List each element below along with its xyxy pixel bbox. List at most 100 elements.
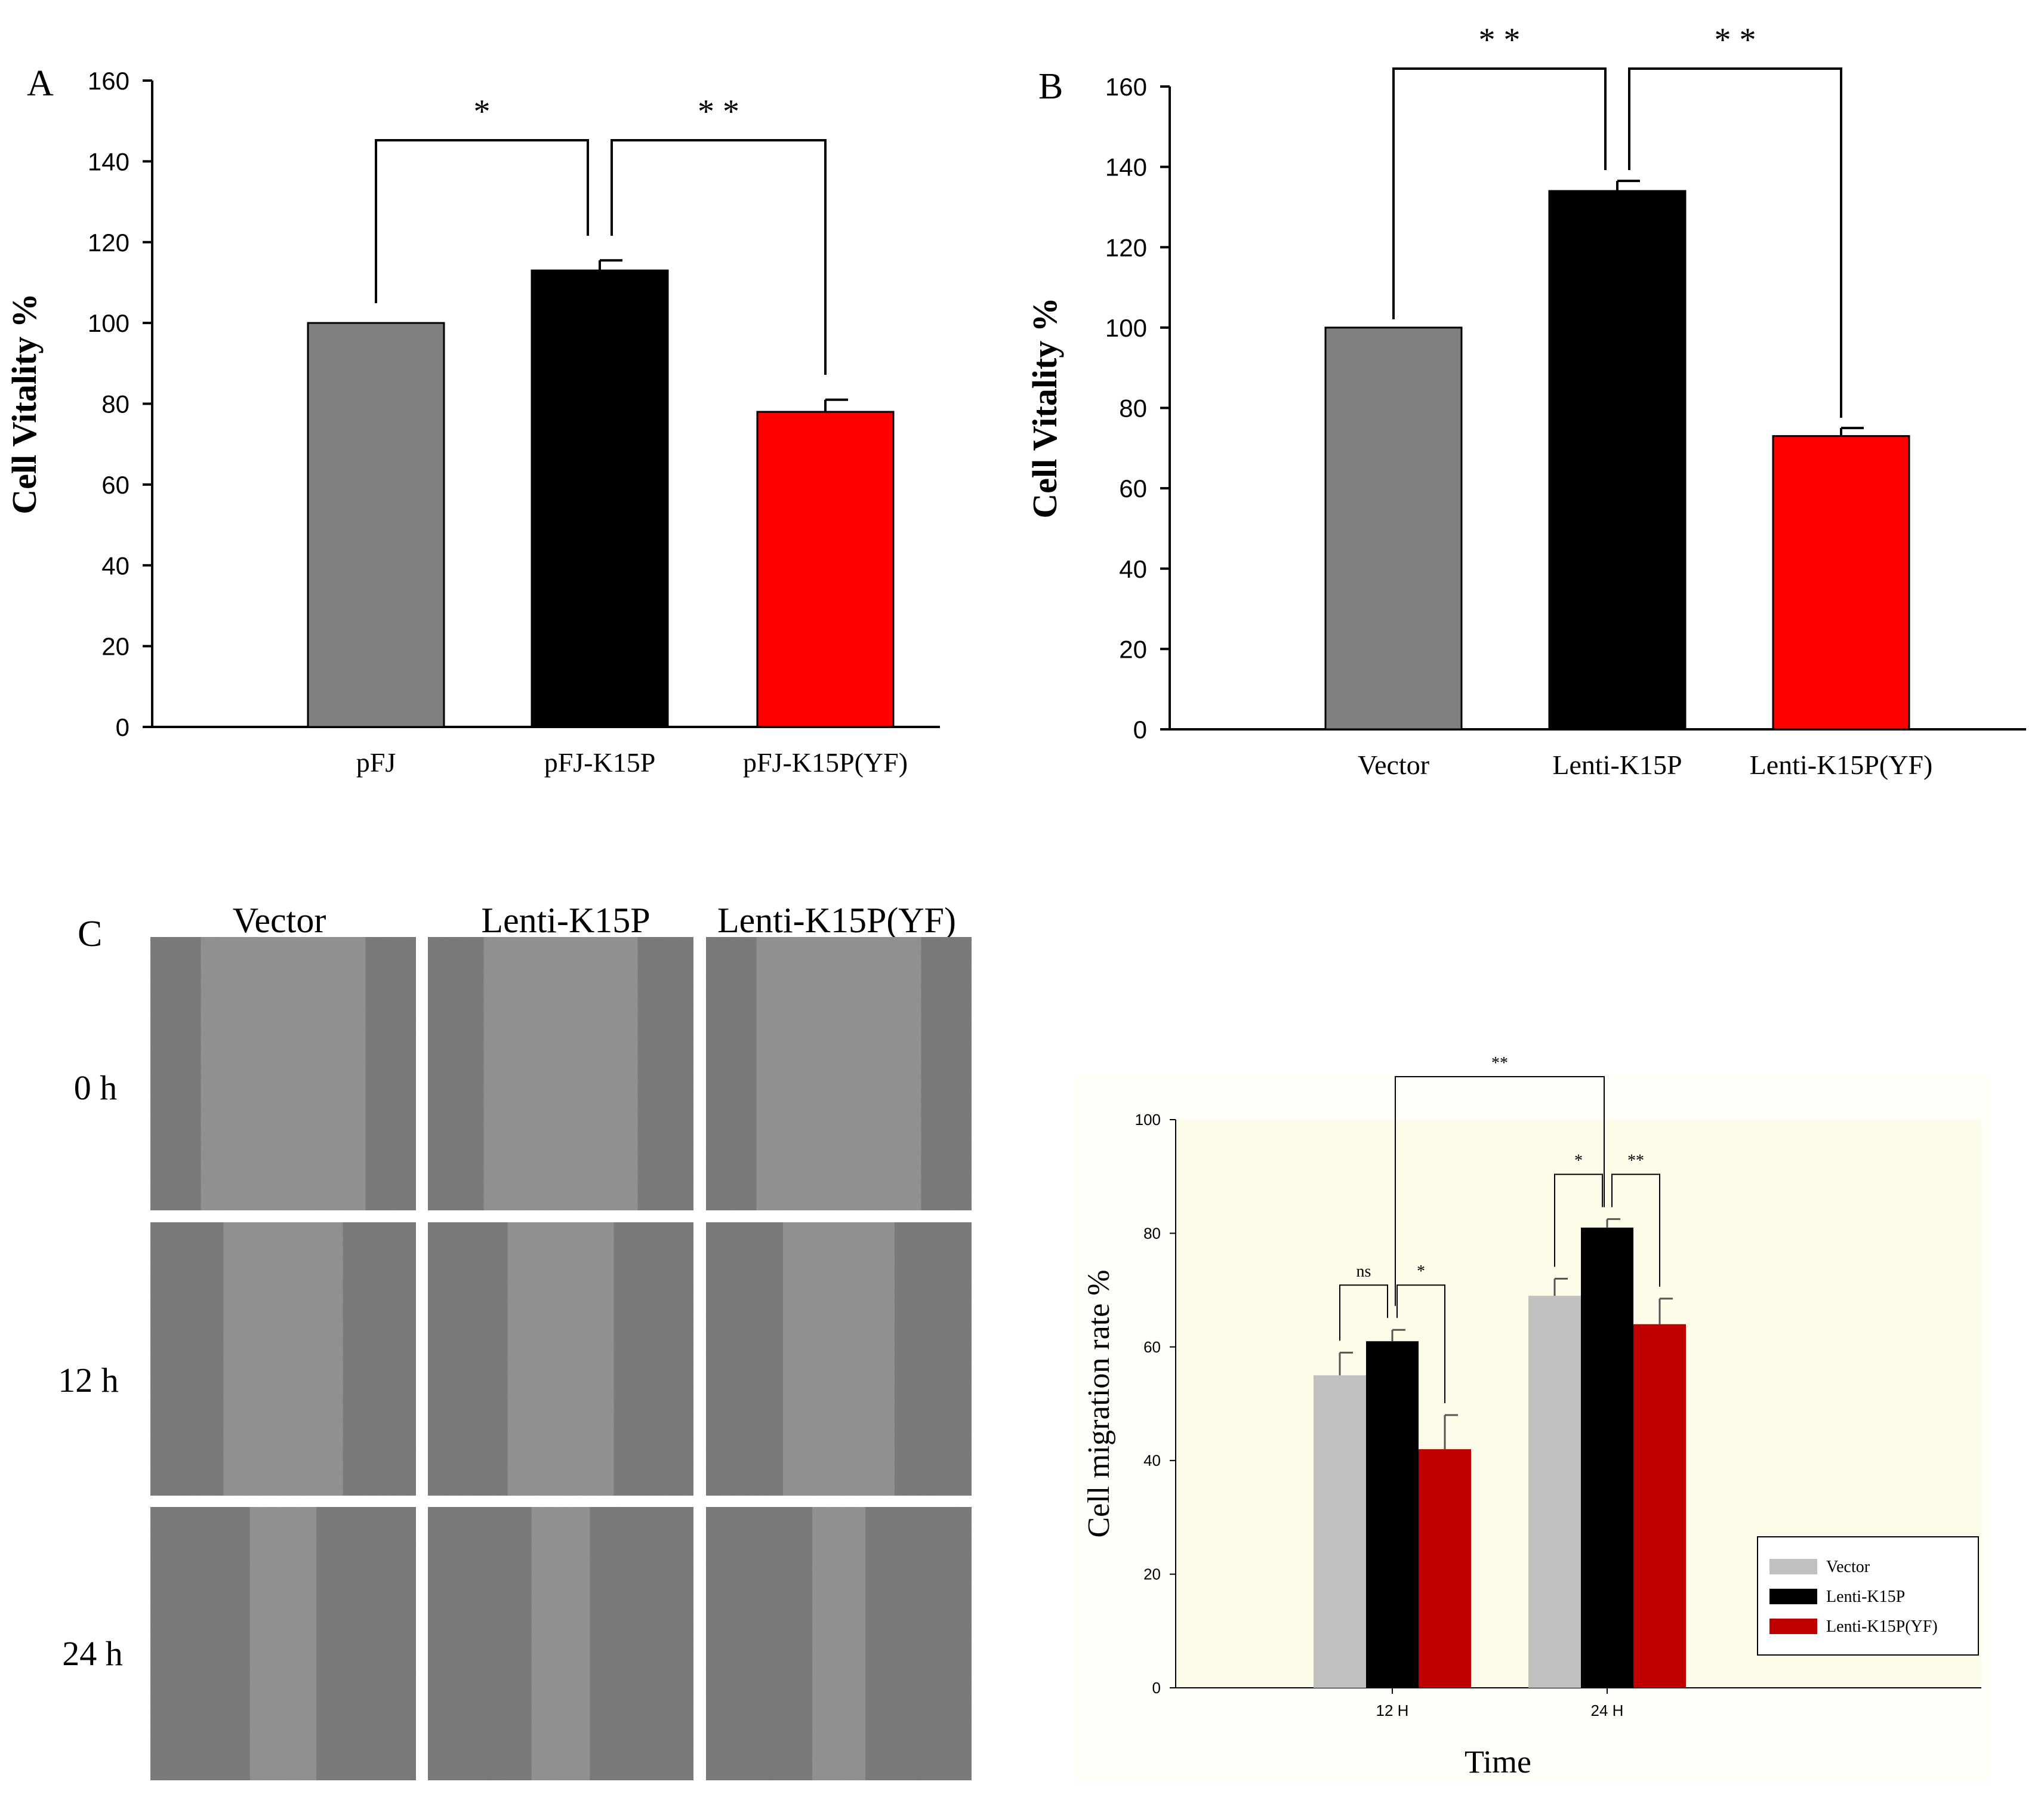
x-tick-label: Vector — [1358, 750, 1429, 780]
x-tick-label: pFJ-K15P(YF) — [743, 747, 908, 778]
y-tick-label: 100 — [1105, 314, 1147, 342]
bar-pfj — [307, 322, 445, 728]
significance-bracket — [1395, 1076, 1605, 1306]
micrograph-0-2 — [706, 937, 972, 1210]
significance-label: ** — [1627, 1152, 1644, 1170]
y-tick-label: 140 — [1105, 153, 1147, 181]
significance-label: ns — [1356, 1262, 1371, 1281]
x-tick-label: 24 H — [1591, 1702, 1624, 1719]
y-tick-label: 160 — [88, 67, 130, 95]
legend-entry: Lenti-K15P — [1826, 1588, 1905, 1606]
significance-label: * * — [1479, 21, 1521, 58]
y-tick-label: 100 — [1135, 1111, 1161, 1129]
bar-pfj-k15p — [531, 269, 669, 728]
y-tick-label: 120 — [1105, 233, 1147, 261]
y-tick-label: 160 — [1105, 73, 1147, 101]
x-tick-label: Lenti-K15P — [1552, 750, 1682, 780]
significance-bracket — [1392, 67, 1607, 319]
chart-a: 0 20 40 60 80 100 120 140 160 Cell Vitality % pFJ p… — [5, 67, 940, 778]
panel-label-b: B — [1038, 66, 1063, 107]
significance-bracket — [1554, 1173, 1603, 1267]
wound-col-label-vector: Vector — [233, 901, 326, 940]
legend-swatch — [1769, 1559, 1817, 1574]
significance-label: * * — [1715, 21, 1756, 58]
y-tick-label: 0 — [1152, 1679, 1161, 1697]
y-tick-label: 100 — [88, 309, 130, 337]
bar-vector-1 — [1528, 1296, 1581, 1688]
micrograph-texture — [706, 1507, 972, 1780]
wound-row-label-0h: 0 h — [74, 1068, 118, 1107]
legend-swatch — [1769, 1619, 1817, 1634]
significance-bracket — [1339, 1284, 1388, 1341]
bar-lenti-k15p-yf--1 — [1633, 1324, 1686, 1688]
wound-col-label-lenti-k15p-yf: Lenti-K15P(YF) — [717, 901, 956, 940]
significance-bracket — [1396, 1284, 1445, 1404]
y-tick-label: 40 — [101, 551, 130, 580]
significance-bracket — [1628, 67, 1842, 418]
wound-healing-micrographs — [150, 937, 972, 1780]
wound-row-label-24h: 24 h — [62, 1634, 123, 1673]
y-axis-label: Cell Vitality % — [5, 293, 44, 514]
wound-row-label-12h: 12 h — [58, 1361, 119, 1400]
micrograph-1-2 — [706, 1222, 972, 1496]
significance-bracket — [611, 139, 827, 375]
y-tick-label: 80 — [1119, 394, 1147, 423]
y-tick-label: 0 — [116, 713, 130, 741]
x-axis-label: Time — [1465, 1744, 1531, 1780]
micrograph-texture — [150, 1222, 416, 1496]
wound-col-label-lenti-k15p: Lenti-K15P — [481, 901, 650, 940]
bar-lenti-k15p-0 — [1366, 1341, 1419, 1688]
y-tick-label: 60 — [101, 471, 130, 499]
panel-label-c: C — [78, 914, 102, 954]
x-tick-label: Lenti-K15P(YF) — [1750, 750, 1933, 780]
bar-lenti-k15p-yf- — [1772, 435, 1910, 731]
micrograph-2-2 — [706, 1507, 972, 1780]
panel-label-a: A — [27, 63, 54, 104]
x-tick-label: 12 H — [1376, 1702, 1409, 1719]
micrograph-0-0 — [150, 937, 416, 1210]
legend-entry: Vector — [1826, 1558, 1870, 1576]
y-tick-label: 80 — [101, 390, 130, 418]
micrograph-2-1 — [428, 1507, 693, 1780]
micrograph-texture — [150, 1507, 416, 1780]
legend: Vector Lenti-K15P Lenti-K15P(YF) — [1757, 1536, 1979, 1656]
significance-bracket — [1611, 1173, 1660, 1287]
legend-entry: Lenti-K15P(YF) — [1826, 1617, 1938, 1636]
micrograph-1-1 — [428, 1222, 693, 1496]
significance-label: ** — [1491, 1054, 1508, 1072]
y-tick-label: 40 — [1119, 555, 1147, 583]
legend-swatch — [1769, 1589, 1817, 1604]
micrograph-texture — [428, 937, 693, 1210]
bar-vector — [1324, 326, 1463, 731]
bar-pfj-k15p-yf- — [756, 411, 895, 728]
chart-b: 0 20 40 60 80 100 120 140 160 Cell Vitality % Vect… — [1025, 21, 2026, 780]
significance-label: * — [1417, 1262, 1425, 1281]
micrograph-texture — [428, 1222, 693, 1496]
y-tick-label: 20 — [101, 633, 130, 661]
y-tick-label: 120 — [88, 229, 130, 257]
y-axis-label: Cell Vitality % — [1025, 297, 1064, 519]
significance-label: * * — [698, 93, 739, 130]
x-tick-label: pFJ — [356, 747, 396, 778]
bar-lenti-k15p-yf--0 — [1419, 1449, 1471, 1688]
micrograph-2-0 — [150, 1507, 416, 1780]
chart-d: 0 20 40 60 80 100 Cell migration rate % Time 12 … — [1074, 1054, 1990, 1782]
y-tick-label: 40 — [1143, 1451, 1161, 1469]
y-tick-label: 140 — [88, 147, 130, 175]
micrograph-0-1 — [428, 937, 693, 1210]
significance-label: * — [474, 93, 491, 130]
y-tick-label: 60 — [1119, 474, 1147, 503]
bar-lenti-k15p — [1548, 190, 1687, 731]
y-tick-label: 20 — [1119, 635, 1147, 663]
y-tick-label: 20 — [1143, 1565, 1161, 1583]
y-tick-label: 0 — [1133, 716, 1147, 744]
bar-vector-0 — [1314, 1375, 1366, 1688]
x-tick-label: pFJ-K15P — [544, 747, 656, 778]
micrograph-1-0 — [150, 1222, 416, 1496]
micrograph-texture — [428, 1507, 693, 1780]
micrograph-texture — [706, 937, 972, 1210]
micrograph-texture — [150, 937, 416, 1210]
significance-bracket — [375, 139, 589, 303]
